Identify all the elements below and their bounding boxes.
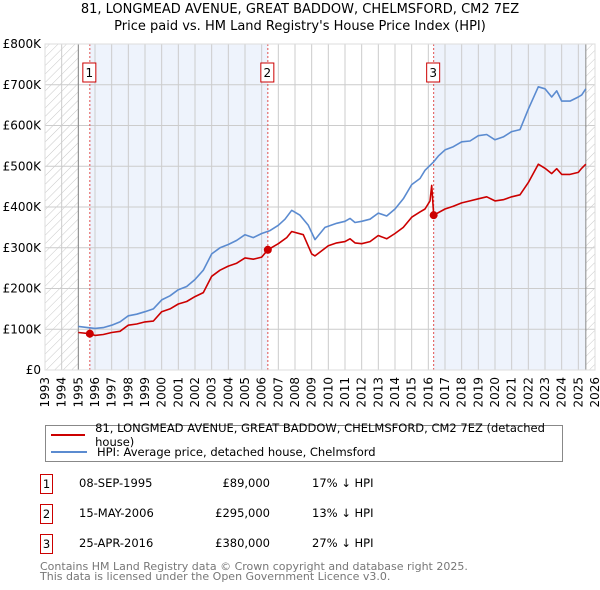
x-tick-label: 2019 <box>471 377 485 408</box>
price-chart: 1993 1994 1995 1996 1997 1998 1999 2000 2001 2002… <box>3 37 600 408</box>
chart-subtitle: Price paid vs. HM Land Registry's House … <box>114 19 486 34</box>
x-tick-label: 2003 <box>205 377 219 408</box>
y-tick-label: £300K <box>3 241 43 255</box>
x-tick-label: 2016 <box>421 377 435 408</box>
x-tick-label: 1997 <box>105 377 119 408</box>
legend-item-hpi: HPI: Average price, detached house, Chel… <box>51 444 376 460</box>
footer-licence: This data is licensed under the Open Gov… <box>40 570 391 583</box>
legend: 81, LONGMEAD AVENUE, GREAT BADDOW, CHELM… <box>45 421 563 462</box>
x-tick-label: 2012 <box>355 377 369 408</box>
x-tick-label: 2001 <box>171 377 185 408</box>
x-tick-label: 2014 <box>388 377 402 408</box>
plot-border <box>44 43 596 371</box>
transaction-number-badge: 3 <box>40 534 53 554</box>
sale-label-box <box>426 62 441 83</box>
sale-point <box>85 329 94 338</box>
sale-label-number: 2 <box>264 66 272 80</box>
x-tick-label: 2000 <box>155 377 169 408</box>
x-tick-label: 2018 <box>455 377 469 408</box>
x-tick-label: 2017 <box>438 377 452 408</box>
x-tick-label: 2004 <box>221 377 235 408</box>
x-tick-label: 1998 <box>121 377 135 408</box>
x-tick-label: 2023 <box>538 377 552 408</box>
x-tick-label: 2015 <box>405 377 419 408</box>
x-tick-label: 2025 <box>571 377 585 408</box>
sale-label-number: 1 <box>86 66 94 80</box>
transaction-price: £89,000 <box>222 476 270 490</box>
sale-label-box <box>82 62 97 83</box>
x-tick-label: 2005 <box>238 377 252 408</box>
transaction-price: £295,000 <box>215 506 270 520</box>
sale-label-number: 3 <box>429 66 437 80</box>
transaction-date: 15-MAY-2006 <box>79 506 154 520</box>
x-tick-label: 1996 <box>88 377 102 408</box>
footer-copyright: Contains HM Land Registry data © Crown c… <box>40 560 468 573</box>
transaction-hpi-diff: 27% ↓ HPI <box>312 536 374 550</box>
y-tick-label: £500K <box>3 159 43 173</box>
property-price-line <box>78 163 587 337</box>
sale-point <box>263 245 272 254</box>
transaction-date: 25-APR-2016 <box>79 536 154 550</box>
y-tick-label: £700K <box>3 78 43 92</box>
legend-swatch-hpi <box>51 451 87 453</box>
chart-title-address: 81, LONGMEAD AVENUE, GREAT BADDOW, CHELM… <box>80 2 520 17</box>
sale-point <box>429 211 438 220</box>
transaction-date: 08-SEP-1995 <box>79 476 153 490</box>
x-tick-label: 1995 <box>71 377 85 408</box>
x-tick-label: 2022 <box>521 377 535 408</box>
y-tick-label: £600K <box>3 119 43 133</box>
y-tick-label: £800K <box>3 37 43 51</box>
y-tick-label: £0 <box>26 363 41 377</box>
sale-label-box <box>260 62 275 83</box>
transaction-price: £380,000 <box>215 536 270 550</box>
legend-swatch-property <box>51 434 86 436</box>
legend-label-property: 81, LONGMEAD AVENUE, GREAT BADDOW, CHELM… <box>95 421 545 449</box>
transaction-number-badge: 2 <box>40 504 53 524</box>
x-tick-label: 2020 <box>488 377 502 408</box>
x-tick-label: 2024 <box>555 377 569 408</box>
x-tick-label: 1993 <box>38 377 52 408</box>
x-tick-label: 2021 <box>505 377 519 408</box>
y-tick-label: £100K <box>3 322 43 336</box>
y-tick-label: £400K <box>3 200 43 214</box>
x-tick-label: 2002 <box>188 377 202 408</box>
x-tick-label: 1994 <box>55 377 69 408</box>
y-tick-label: £200K <box>3 282 43 296</box>
x-tick-label: 2009 <box>305 377 319 408</box>
x-tick-label: 2026 <box>588 377 600 408</box>
x-tick-label: 2007 <box>271 377 285 408</box>
x-tick-label: 2008 <box>288 377 302 408</box>
x-tick-label: 2006 <box>255 377 269 408</box>
x-tick-label: 2011 <box>338 377 352 408</box>
transaction-hpi-diff: 17% ↓ HPI <box>312 476 374 490</box>
legend-label-hpi: HPI: Average price, detached house, Chel… <box>97 445 376 459</box>
transaction-number-badge: 1 <box>40 474 53 494</box>
legend-item-property: 81, LONGMEAD AVENUE, GREAT BADDOW, CHELM… <box>51 421 562 449</box>
x-tick-label: 2010 <box>321 377 335 408</box>
hpi-line <box>78 86 587 330</box>
x-tick-label: 1999 <box>138 377 152 408</box>
x-tick-label: 2013 <box>371 377 385 408</box>
transaction-hpi-diff: 13% ↓ HPI <box>312 506 374 520</box>
